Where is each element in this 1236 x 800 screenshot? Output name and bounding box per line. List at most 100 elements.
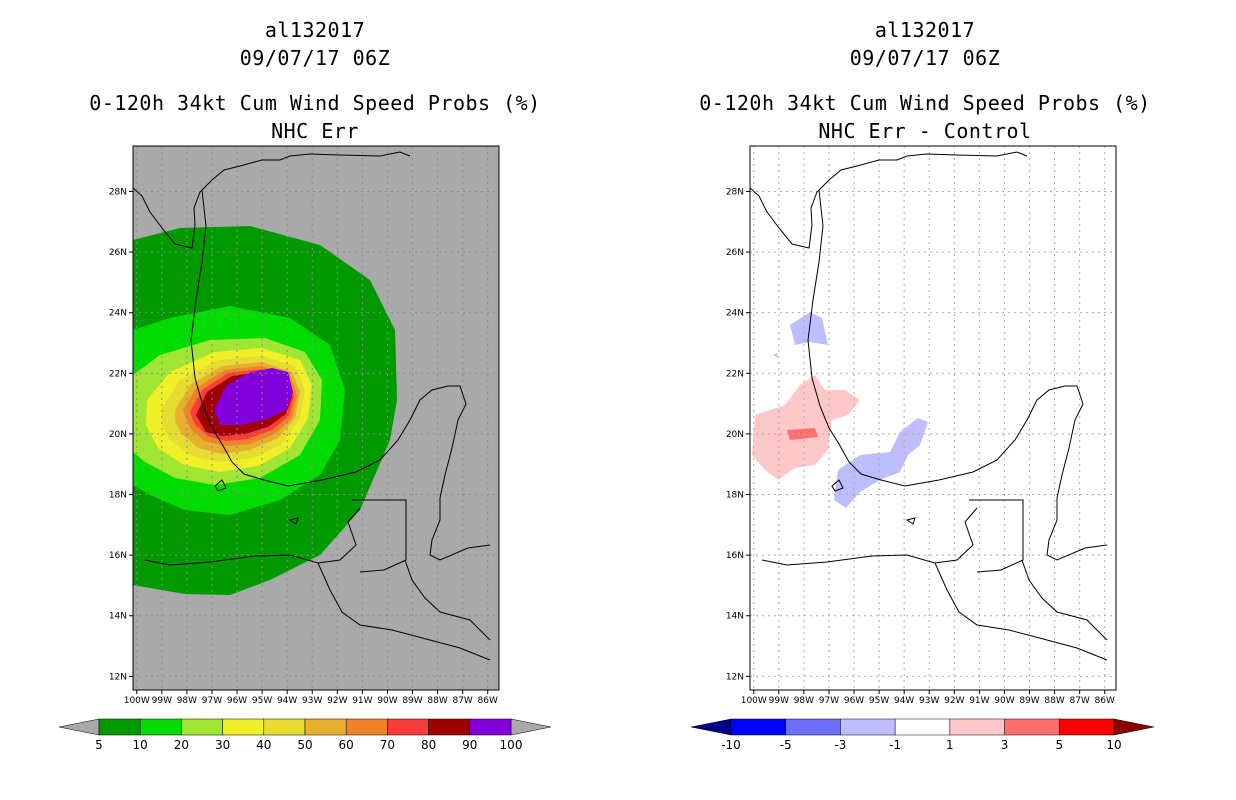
colorbar-label: -10	[721, 738, 741, 752]
right-colorbar: -10 -5 -3 -1 1 3 5 10	[690, 718, 1155, 752]
lon-label: 92W	[327, 696, 347, 706]
lat-label: 24N	[726, 309, 744, 319]
lon-label: 87W	[452, 696, 472, 706]
colorbar-label: -3	[834, 738, 846, 752]
right-lat-labels: 28N 26N 24N 22N 20N 18N 16N 14N 12N	[726, 187, 750, 682]
colorbar-high-extend	[1113, 718, 1155, 736]
left-probability-field	[133, 226, 397, 595]
colorbar-swatch	[840, 718, 896, 736]
colorbar-swatch	[949, 718, 1005, 736]
right-datetime: 09/07/17 06Z	[849, 46, 1001, 70]
lon-label: 95W	[869, 696, 889, 706]
left-product-title: 0-120h 34kt Cum Wind Speed Probs (%)	[89, 91, 541, 115]
left-storm-id: al132017	[264, 18, 366, 42]
lon-label: 91W	[352, 696, 372, 706]
colorbar-label: 100	[500, 738, 523, 752]
right-product-title: 0-120h 34kt Cum Wind Speed Probs (%)	[699, 91, 1151, 115]
colorbar-label: 3	[1001, 738, 1009, 752]
lat-label: 16N	[726, 551, 744, 561]
right-map-border	[749, 145, 1117, 691]
lat-label: 12N	[726, 672, 744, 682]
right-coastlines	[750, 151, 1108, 661]
colorbar-label: -1	[889, 738, 901, 752]
lon-label: 88W	[1044, 696, 1064, 706]
lon-label: 98W	[794, 696, 814, 706]
lat-label: 26N	[109, 248, 127, 258]
lon-label: 87W	[1069, 696, 1089, 706]
lon-label: 96W	[227, 696, 247, 706]
colorbar-label: 50	[297, 738, 312, 752]
colorbar-swatch	[469, 718, 512, 736]
colorbar-swatch	[222, 718, 265, 736]
lon-label: 99W	[769, 696, 789, 706]
lon-label: 88W	[427, 696, 447, 706]
colorbar-low-extend	[690, 718, 732, 736]
colorbar-label: 80	[421, 738, 436, 752]
lat-label: 28N	[109, 187, 127, 197]
lon-label: 96W	[844, 696, 864, 706]
lat-label: 26N	[726, 248, 744, 258]
colorbar-swatch	[894, 718, 951, 736]
colorbar-swatch	[98, 718, 141, 736]
colorbar-swatch	[730, 718, 786, 736]
diff-positive-3-5-region	[787, 428, 818, 440]
colorbar-label: 20	[174, 738, 189, 752]
colorbar-label: 5	[95, 738, 103, 752]
lat-label: 28N	[726, 187, 744, 197]
lon-label: 86W	[478, 696, 498, 706]
lat-label: 14N	[726, 612, 744, 622]
left-subtitle: NHC Err	[271, 119, 359, 143]
colorbar-label: -5	[780, 738, 792, 752]
lat-label: 16N	[109, 551, 127, 561]
lon-label: 92W	[944, 696, 964, 706]
colorbar-swatch	[139, 718, 182, 736]
colorbar-label: 30	[215, 738, 230, 752]
colorbar-label: 90	[462, 738, 477, 752]
colorbar-swatch	[345, 718, 388, 736]
colorbar-swatch	[1004, 718, 1060, 736]
lat-label: 18N	[726, 491, 744, 501]
lat-label: 22N	[109, 369, 127, 379]
colorbar-swatch	[263, 718, 306, 736]
left-lat-labels: 28N 26N 24N 22N 20N 18N 16N 14N 12N	[109, 187, 133, 682]
prob-contour-100	[218, 370, 290, 418]
lon-label: 93W	[302, 696, 322, 706]
right-lon-labels: 100W 99W 98W 97W 96W 95W 94W 93W 92W 91W 90W 89W 88W…	[741, 690, 1115, 706]
lon-label: 99W	[152, 696, 172, 706]
lon-label: 89W	[1019, 696, 1039, 706]
lon-label: 97W	[819, 696, 839, 706]
lon-label: 90W	[994, 696, 1014, 706]
lon-label: 98W	[177, 696, 197, 706]
lat-label: 20N	[109, 430, 127, 440]
left-lon-labels: 100W 99W 98W 97W 96W 95W 94W 93W 92W 91W 90W 89W 88W…	[124, 690, 498, 706]
lon-label: 100W	[741, 696, 767, 706]
lon-label: 94W	[277, 696, 297, 706]
lat-label: 14N	[109, 612, 127, 622]
colorbar-swatch	[1059, 718, 1115, 736]
colorbar-label: 60	[339, 738, 354, 752]
left-coastlines	[133, 151, 491, 661]
right-storm-id: al132017	[874, 18, 976, 42]
lon-label: 93W	[919, 696, 939, 706]
lat-label: 24N	[109, 309, 127, 319]
colorbar-high-extend	[510, 718, 552, 736]
colorbar-swatch	[428, 718, 471, 736]
right-lat-lon-grid	[750, 146, 1116, 690]
lat-label: 20N	[726, 430, 744, 440]
lat-label: 22N	[726, 369, 744, 379]
colorbar-label: 10	[1106, 738, 1121, 752]
colorbar-label: 40	[256, 738, 271, 752]
lon-label: 100W	[124, 696, 150, 706]
lat-label: 18N	[109, 491, 127, 501]
colorbar-swatch	[304, 718, 347, 736]
left-map-panel: 28N 26N 24N 22N 20N 18N 16N 14N 12N 100W 99W 98W 97…	[109, 145, 500, 706]
left-colorbar: 5 10 20 30 40 50 60 70 80 90 100	[58, 718, 552, 752]
colorbar-swatch	[181, 718, 223, 736]
right-subtitle: NHC Err - Control	[818, 119, 1032, 143]
lon-label: 95W	[252, 696, 272, 706]
lon-label: 89W	[402, 696, 422, 706]
colorbar-swatch	[785, 718, 841, 736]
left-map-border	[132, 145, 500, 691]
left-datetime: 09/07/17 06Z	[239, 46, 391, 70]
